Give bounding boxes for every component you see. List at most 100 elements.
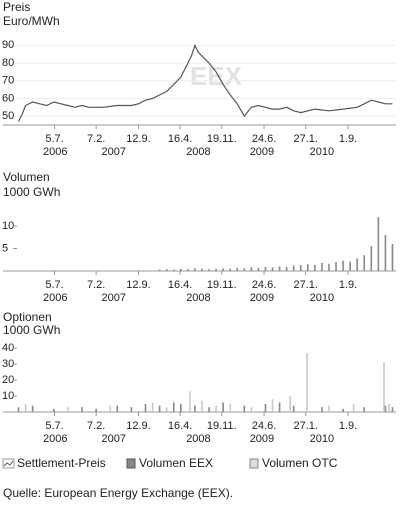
bar [363,255,366,271]
year-label: 2006 [43,433,67,445]
y-axis-label: 1000 GWh [3,185,60,199]
bar [201,268,203,271]
bar [194,268,196,271]
year-label: 2010 [310,146,334,158]
bar [285,266,288,271]
bar [264,404,267,412]
bar [187,269,189,271]
bar [189,391,191,412]
x-tick-label: 27.1. [293,279,317,291]
bar [172,269,175,271]
year-label: 2007 [102,292,126,304]
year-label: 2007 [102,433,126,445]
bar [222,268,224,271]
bar [215,405,217,412]
source-note: Quelle: European Energy Exchange (EEX). [3,486,233,500]
y-tick-label: 50 [2,110,14,122]
bar [208,407,210,412]
bar [67,407,69,412]
y-tick-label: 60 [2,92,14,104]
year-label: 2010 [310,433,334,445]
bar [151,402,154,412]
bar [130,407,133,412]
x-tick-label: 5.7. [45,133,63,145]
year-label: 2006 [43,292,67,304]
y-tick-label: 10 [2,390,14,402]
y-tick-label: 70 [2,75,14,87]
panel-title: Optionen [3,310,52,324]
bar [116,405,119,412]
bar [306,352,308,412]
bar [363,407,366,412]
y-tick-label: 5 [2,242,8,254]
bar [377,217,380,271]
x-tick-label: 5.7. [45,279,63,291]
bar [180,268,182,271]
bar [314,264,316,271]
y-tick-label: 90 [2,39,14,51]
bar [222,402,224,412]
year-label: 2008 [186,292,210,304]
y-tick-label: 80 [2,57,14,69]
year-label: 2007 [102,146,126,158]
bar [335,262,337,271]
year-label: 2009 [250,433,274,445]
panel-title: Volumen [3,170,50,184]
x-tick-label: 19.11. [207,279,237,291]
y-tick-label: 20 [2,374,14,386]
bar [144,404,147,412]
bar [229,268,231,271]
x-tick-label: 7.2. [87,279,105,291]
y-tick-label: 10 [2,220,14,232]
legend-line-icon [3,460,14,467]
bar [342,260,344,271]
x-tick-label: 12.9. [126,279,150,291]
bar [31,405,34,412]
bar [370,246,373,271]
bar [24,404,27,412]
bar [271,267,274,271]
bar [236,267,239,271]
price-line [17,43,393,122]
bar [250,407,253,412]
bar [194,405,196,412]
bar [17,407,20,412]
y-axis-label: 1000 GWh [3,323,60,337]
x-tick-label: 24.6. [252,133,276,145]
x-tick-label: 19.11. [207,133,237,145]
bar [243,268,246,271]
watermark: EEX [190,61,243,91]
year-label: 2010 [310,292,334,304]
panel-title: Preis [3,0,30,14]
bar [342,408,344,412]
bar [388,404,390,412]
year-label: 2009 [250,292,274,304]
bar [278,402,281,412]
bar [271,399,274,412]
x-tick-label: 7.2. [87,133,105,145]
x-tick-label: 16.4. [168,133,192,145]
x-tick-label: 19.11. [207,420,237,432]
bar [158,269,161,271]
legend-swatch [126,458,136,469]
x-tick-label: 16.4. [168,420,192,432]
x-tick-label: 27.1. [293,420,317,432]
bar [264,266,267,271]
bar [307,264,309,271]
bar [278,266,281,271]
year-label: 2008 [186,433,210,445]
legend-label: Volumen EEX [139,456,213,470]
bar [328,263,330,271]
bar [356,258,358,271]
bar [384,235,387,271]
year-label: 2008 [186,146,210,158]
bar [109,405,112,412]
x-tick-label: 24.6. [252,420,276,432]
bar [243,405,246,412]
year-label: 2009 [250,146,274,158]
x-tick-label: 5.7. [45,420,63,432]
year-label: 2006 [43,146,67,158]
y-tick-label: 40 [2,342,14,354]
bar [201,400,203,412]
